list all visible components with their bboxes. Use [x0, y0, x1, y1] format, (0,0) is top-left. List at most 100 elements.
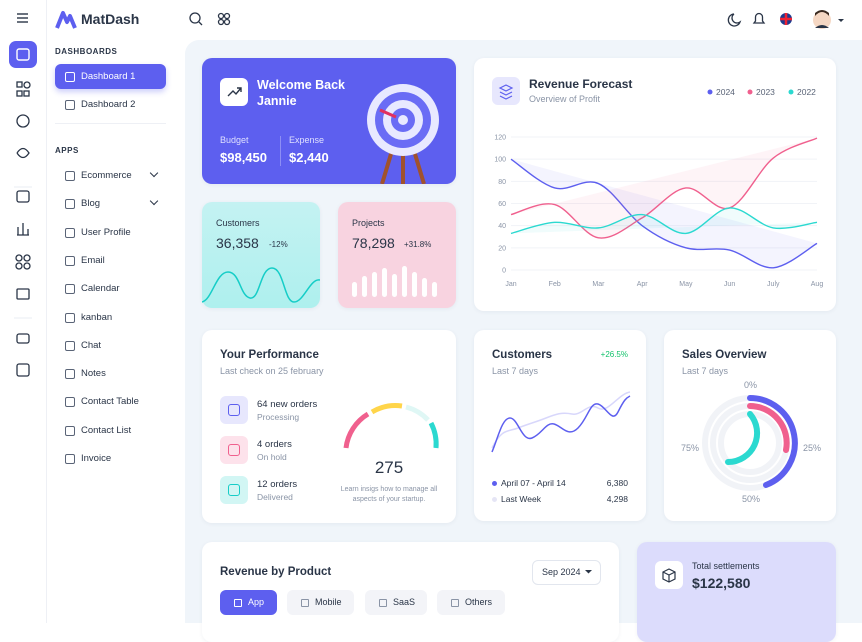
tab-label: Others — [465, 597, 493, 607]
welcome-card: Welcome Back Jannie Budget $98,450 Expen… — [202, 58, 456, 184]
rail-icons — [9, 13, 37, 377]
x-tick-label: Feb — [549, 281, 561, 288]
divider — [55, 123, 166, 124]
nav-icon — [65, 369, 75, 380]
series-line — [510, 137, 818, 239]
section-heading: DASHBOARDS — [55, 47, 118, 56]
x-tick-label: May — [679, 281, 693, 288]
nav-icon — [65, 397, 75, 408]
logo — [55, 11, 77, 29]
performance-subtitle: Last check on 25 february — [220, 366, 324, 376]
sales-overview-card: Sales Overview Last 7 days 0% 25% 50% 75… — [664, 330, 836, 521]
nav-item[interactable]: Blog — [55, 191, 166, 216]
nav-icon — [65, 425, 75, 436]
caret — [585, 570, 592, 574]
rail-icon[interactable] — [16, 48, 30, 61]
tab[interactable]: Mobile — [287, 590, 354, 615]
sales-label: 75% — [681, 443, 700, 453]
tab-label: Mobile — [315, 597, 342, 607]
gauge-note: Learn insigs how to manage all aspects o… — [340, 486, 438, 503]
nav-item[interactable]: Contact List — [55, 418, 166, 443]
nav-item[interactable]: Chat — [55, 333, 166, 358]
period-select[interactable]: Sep 2024 — [532, 560, 601, 585]
row-label: April 07 - April 14 — [501, 478, 566, 488]
apps-icon[interactable] — [217, 12, 231, 26]
nav-item[interactable]: kanban — [55, 305, 166, 330]
search-icon[interactable] — [189, 12, 203, 26]
tab-label: SaaS — [393, 597, 416, 607]
item-title: 64 new orders — [257, 399, 318, 410]
nav-item[interactable]: Calendar — [55, 276, 166, 301]
theme-icon[interactable] — [727, 13, 742, 27]
nav-item[interactable]: Email — [55, 248, 166, 273]
nav-label: Dashboard 1 — [81, 71, 136, 82]
nav-item[interactable]: Dashboard 2 — [55, 92, 166, 117]
nav-item[interactable]: Contact Table — [55, 389, 166, 414]
x-tick-label: Aug — [811, 281, 824, 288]
y-tick-label: 40 — [498, 223, 506, 230]
revenue-product-title: Revenue by Product — [220, 566, 332, 578]
legend-label: 2023 — [756, 87, 775, 97]
item-title: 4 orders — [257, 439, 292, 450]
x-tick-label: Apr — [637, 281, 649, 288]
nav-label: Chat — [81, 339, 102, 351]
nav-icon — [65, 312, 75, 323]
settlements-card: Total settlements $122,580 — [637, 542, 836, 642]
y-tick-label: 0 — [502, 268, 506, 275]
nav-item[interactable]: Notes — [55, 361, 166, 386]
nav-icon — [65, 340, 75, 351]
performance-card: Your Performance Last check on 25 februa… — [202, 330, 456, 523]
item-icon — [220, 476, 248, 504]
revenue-subtitle: Overview of Profit — [529, 94, 601, 104]
nav-item[interactable]: Dashboard 1 — [55, 64, 166, 89]
y-tick-label: 80 — [498, 179, 506, 186]
avatar[interactable] — [813, 10, 831, 29]
tab[interactable]: Others — [437, 590, 505, 615]
tab-icon — [301, 599, 309, 607]
tab-icon — [451, 599, 459, 607]
projects-bars — [352, 266, 437, 297]
item-glyph — [228, 444, 240, 456]
settlements-label: Total settlements — [692, 561, 760, 571]
nav-label: Contact List — [81, 424, 132, 436]
tab[interactable]: SaaS — [365, 590, 427, 615]
section-heading: APPS — [55, 146, 79, 155]
avatar-caret[interactable] — [838, 19, 844, 22]
rail-icons-group[interactable] — [14, 81, 32, 377]
nav-label: Email — [81, 254, 105, 266]
nav-item[interactable]: Invoice — [55, 446, 166, 471]
revenue-product-card: Revenue by Product Sep 2024 App Mobile Saa… — [202, 542, 619, 642]
nav-label: Contact Table — [81, 396, 139, 408]
x-tick-label: Jan — [505, 281, 516, 288]
revenue-forecast-card: Revenue Forecast Overview of Profit 0 20 4… — [474, 58, 836, 311]
nav-icon — [65, 255, 75, 266]
brand: MatDash — [81, 11, 140, 27]
projects-value: 78,298 — [352, 235, 395, 251]
customers-subtitle: Last 7 days — [492, 366, 539, 376]
settlements-icon — [655, 561, 683, 589]
legend-dot — [788, 89, 794, 95]
sales-label: 0% — [744, 380, 758, 390]
chevron — [149, 197, 159, 206]
nav-icon — [65, 454, 75, 464]
nav-icon — [65, 284, 75, 295]
sales-label: 25% — [803, 443, 822, 453]
expense-label: Expense — [289, 135, 325, 145]
nav-item[interactable]: Ecommerce — [55, 163, 166, 188]
legend-dot — [492, 481, 497, 486]
nav-item[interactable]: User Profile — [55, 220, 166, 245]
customers-change: -12% — [269, 240, 288, 249]
customers-wave — [202, 267, 320, 303]
flag-icon[interactable] — [780, 13, 792, 25]
bell-icon[interactable] — [752, 12, 766, 24]
item-glyph — [228, 484, 240, 496]
nav-label: Calendar — [81, 283, 120, 295]
revenue-title: Revenue Forecast — [529, 77, 633, 91]
rail-active[interactable] — [9, 41, 37, 68]
page: MatDash DASHBOARDS Dashboard 1 Dashboard 2… — [9, 0, 862, 642]
menu-icon[interactable] — [17, 13, 28, 23]
customers-line — [491, 391, 631, 453]
tab[interactable]: App — [220, 590, 277, 615]
gauge-value: 275 — [374, 458, 404, 477]
customers-title: Customers — [492, 349, 553, 361]
